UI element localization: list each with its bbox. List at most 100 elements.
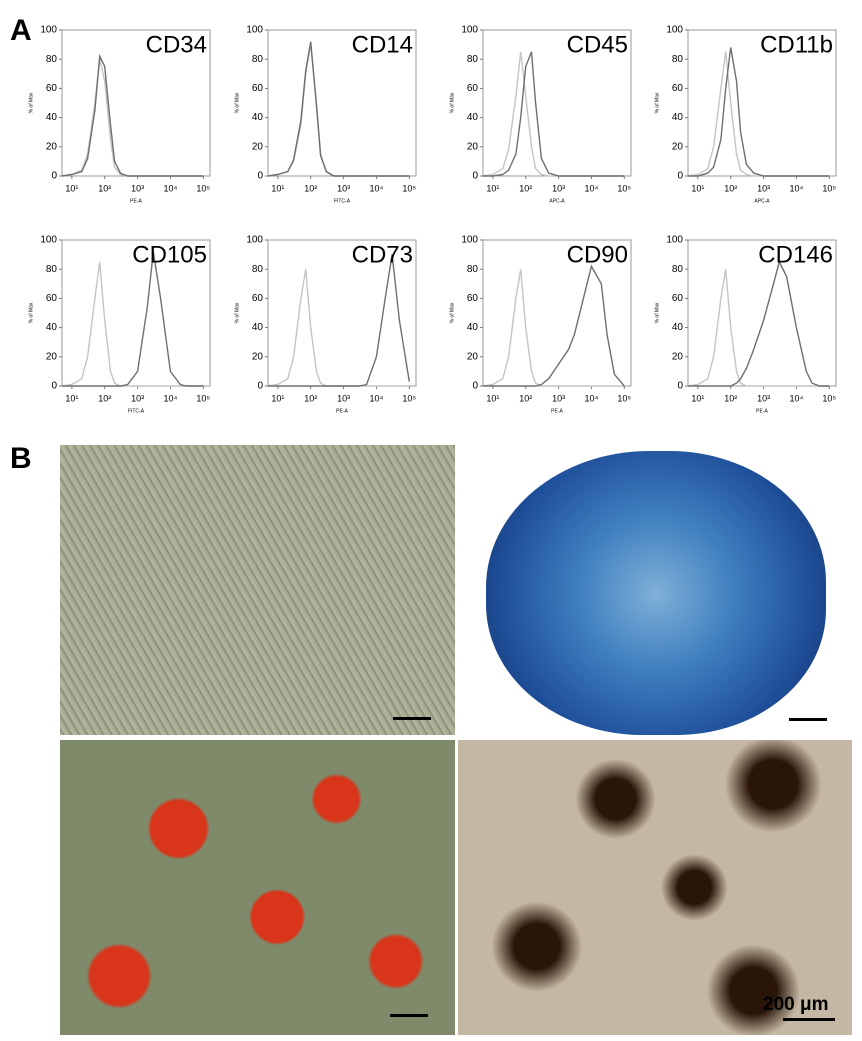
y-axis-label: % of Max xyxy=(234,302,240,323)
y-tick-label: 20 xyxy=(252,141,264,152)
x-tick-label: 10² xyxy=(98,393,111,403)
y-axis-label: % of Max xyxy=(449,92,455,113)
y-axis-label: % of Max xyxy=(28,302,34,323)
x-tick-label: 10¹ xyxy=(691,183,704,193)
histogram-line xyxy=(688,259,830,387)
x-tick-label: 10² xyxy=(724,183,737,193)
chart-title: CD45 xyxy=(567,31,628,58)
y-tick-label: 40 xyxy=(467,322,479,333)
panel-label: A xyxy=(10,14,32,47)
histogram-line xyxy=(267,41,410,177)
histogram-line xyxy=(687,269,830,387)
x-tick-label: 10³ xyxy=(131,183,144,193)
x-axis-label: FITC-A xyxy=(334,198,351,204)
x-tick-label: 10¹ xyxy=(486,183,499,193)
x-tick-label: 10² xyxy=(519,393,532,403)
plot-frame xyxy=(61,239,211,387)
x-tick-label: 10⁵ xyxy=(617,393,631,403)
x-tick-label: 10¹ xyxy=(65,393,78,403)
panel-label: B xyxy=(10,442,32,475)
x-tick-label: 10³ xyxy=(552,183,565,193)
x-tick-label: 10⁵ xyxy=(617,183,631,193)
x-axis-label: FITC-A xyxy=(128,408,145,414)
x-tick-label: 10⁵ xyxy=(196,183,210,193)
y-tick-label: 60 xyxy=(467,293,479,304)
y-tick-label: 80 xyxy=(252,54,264,65)
x-tick-label: 10⁴ xyxy=(163,393,177,403)
y-tick-label: 80 xyxy=(46,54,58,65)
y-tick-label: 60 xyxy=(252,83,264,94)
plot-frame xyxy=(482,29,632,177)
y-tick-label: 80 xyxy=(467,264,479,275)
histogram-line xyxy=(267,269,410,387)
x-tick-label: 10⁴ xyxy=(369,393,383,403)
histogram-line xyxy=(61,59,204,177)
chart-title: CD73 xyxy=(352,241,413,268)
histogram-line xyxy=(267,44,410,177)
y-tick-label: 40 xyxy=(672,322,684,333)
adipogenic-image xyxy=(60,740,455,1035)
y-axis-label: % of Max xyxy=(449,302,455,323)
y-tick-label: 40 xyxy=(252,322,264,333)
y-tick-label: 100 xyxy=(40,25,57,36)
y-tick-label: 0 xyxy=(677,381,683,392)
x-tick-label: 10³ xyxy=(337,183,350,193)
y-axis-label: % of Max xyxy=(654,302,660,323)
y-tick-label: 60 xyxy=(672,83,684,94)
x-tick-label: 10¹ xyxy=(65,183,78,193)
histogram-line xyxy=(483,264,625,387)
chart-title: CD34 xyxy=(146,31,207,58)
x-axis-label: APC-A xyxy=(549,198,565,204)
y-tick-label: 20 xyxy=(672,141,684,152)
scale-bar-label: 200 μm xyxy=(763,994,829,1015)
y-tick-label: 80 xyxy=(467,54,479,65)
x-axis-label: PE-A xyxy=(336,408,348,414)
histogram-line xyxy=(268,254,410,387)
y-tick-label: 60 xyxy=(467,83,479,94)
x-tick-label: 10¹ xyxy=(486,393,499,403)
histogram-line xyxy=(483,51,625,177)
osteogenic-image: 200 μm xyxy=(458,740,852,1035)
histogram-line xyxy=(482,269,625,387)
scale-bar-line xyxy=(789,718,827,721)
y-axis-label: % of Max xyxy=(234,92,240,113)
scale-bar-line xyxy=(390,1014,428,1017)
x-tick-label: 10¹ xyxy=(271,393,284,403)
y-tick-label: 60 xyxy=(46,83,58,94)
scale-bar-line xyxy=(783,1018,835,1021)
cell-culture-image xyxy=(60,445,455,735)
y-tick-label: 60 xyxy=(46,293,58,304)
y-tick-label: 0 xyxy=(51,381,57,392)
y-tick-label: 40 xyxy=(672,112,684,123)
y-tick-label: 20 xyxy=(46,141,58,152)
x-tick-label: 10² xyxy=(304,393,317,403)
y-tick-label: 40 xyxy=(467,112,479,123)
chart-title: CD14 xyxy=(352,31,413,58)
x-tick-label: 10¹ xyxy=(691,393,704,403)
y-tick-label: 100 xyxy=(461,25,478,36)
x-tick-label: 10⁴ xyxy=(789,393,803,403)
histogram-line xyxy=(61,261,204,387)
histogram-line xyxy=(61,53,204,177)
x-tick-label: 10³ xyxy=(757,393,770,403)
y-tick-label: 100 xyxy=(666,235,683,246)
x-tick-label: 10⁴ xyxy=(584,183,598,193)
x-tick-label: 10³ xyxy=(337,393,350,403)
y-tick-label: 100 xyxy=(461,235,478,246)
x-tick-label: 10⁵ xyxy=(402,393,416,403)
plot-frame xyxy=(687,29,837,177)
histogram-line xyxy=(687,51,830,177)
x-tick-label: 10¹ xyxy=(271,183,284,193)
x-tick-label: 10² xyxy=(98,183,111,193)
x-tick-label: 10⁴ xyxy=(163,183,177,193)
x-tick-label: 10⁵ xyxy=(822,183,836,193)
x-axis-label: PE-A xyxy=(756,408,768,414)
y-tick-label: 40 xyxy=(46,322,58,333)
chart-title: CD90 xyxy=(567,241,628,268)
chart-title: CD146 xyxy=(758,241,833,268)
y-tick-label: 100 xyxy=(246,235,263,246)
plot-frame xyxy=(267,239,417,387)
y-axis-label: % of Max xyxy=(28,92,34,113)
y-tick-label: 60 xyxy=(252,293,264,304)
